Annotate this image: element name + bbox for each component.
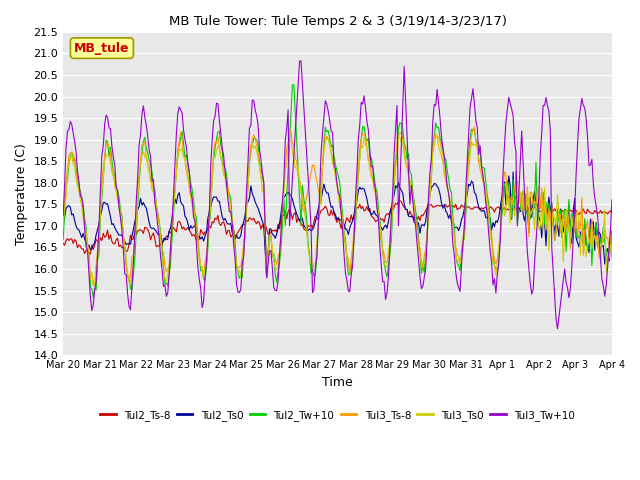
Line: Tul3_Ts-8: Tul3_Ts-8 [63, 127, 612, 285]
Tul3_Tw+10 [296, 58, 303, 64]
Tul2_Ts0 [78, 235, 86, 240]
Tul2_Ts0 [95, 221, 103, 227]
Line: Tul2_Tw+10: Tul2_Tw+10 [63, 85, 612, 298]
Tul3_Ts0 [343, 254, 351, 260]
Tul3_Ts-8 [91, 282, 99, 288]
Tul3_Ts-8 [78, 197, 86, 203]
Tul3_Ts0 [90, 283, 97, 289]
Line: Tul3_Ts0: Tul3_Ts0 [63, 135, 612, 286]
Tul2_Ts-8 [535, 208, 543, 214]
Tul2_Ts-8 [608, 210, 616, 216]
Tul2_Ts0 [509, 169, 517, 175]
Tul3_Tw+10 [78, 195, 86, 201]
Tul2_Tw+10 [453, 260, 461, 266]
Title: MB Tule Tower: Tule Temps 2 & 3 (3/19/14-3/23/17): MB Tule Tower: Tule Temps 2 & 3 (3/19/14… [168, 15, 506, 28]
Line: Tul2_Ts-8: Tul2_Ts-8 [63, 201, 612, 254]
Tul3_Tw+10 [608, 197, 616, 203]
Tul3_Ts0 [97, 209, 104, 215]
Tul2_Ts-8 [60, 240, 67, 246]
Text: MB_tule: MB_tule [74, 42, 130, 55]
Tul3_Tw+10 [60, 212, 67, 218]
Tul2_Ts0 [607, 243, 614, 249]
Tul3_Ts-8 [607, 228, 614, 233]
Tul3_Ts0 [453, 258, 461, 264]
Line: Tul2_Ts0: Tul2_Ts0 [63, 172, 612, 277]
Tul3_Tw+10 [607, 226, 614, 232]
Tul2_Ts-8 [453, 207, 461, 213]
Tul3_Ts0 [60, 223, 67, 228]
Tul2_Ts0 [535, 215, 543, 220]
Tul2_Tw+10 [535, 208, 543, 214]
Tul2_Ts0 [452, 225, 460, 230]
Tul2_Ts-8 [607, 208, 614, 214]
Tul2_Ts-8 [97, 235, 104, 240]
Tul2_Ts-8 [343, 215, 351, 221]
Tul2_Tw+10 [78, 195, 86, 201]
Tul3_Ts-8 [470, 124, 478, 130]
Tul2_Tw+10 [289, 82, 296, 88]
Tul2_Tw+10 [60, 237, 67, 242]
Tul3_Ts0 [535, 227, 543, 232]
Tul3_Tw+10 [95, 224, 103, 230]
Legend: Tul2_Ts-8, Tul2_Ts0, Tul2_Tw+10, Tul3_Ts-8, Tul3_Ts0, Tul3_Tw+10: Tul2_Ts-8, Tul2_Ts0, Tul2_Tw+10, Tul3_Ts… [96, 406, 579, 425]
Tul3_Ts0 [607, 241, 614, 247]
Tul3_Ts-8 [60, 220, 67, 226]
Tul3_Tw+10 [343, 277, 351, 283]
Line: Tul3_Tw+10: Tul3_Tw+10 [63, 61, 612, 329]
Tul2_Tw+10 [607, 243, 614, 249]
Tul3_Ts-8 [343, 252, 351, 258]
Tul2_Tw+10 [344, 272, 352, 278]
Tul3_Ts-8 [608, 252, 616, 258]
Tul3_Tw+10 [452, 269, 460, 275]
Tul3_Ts-8 [97, 210, 104, 216]
Tul2_Tw+10 [97, 212, 104, 217]
Tul3_Ts0 [432, 132, 440, 138]
Tul2_Ts0 [60, 221, 67, 227]
X-axis label: Time: Time [322, 376, 353, 389]
Tul3_Tw+10 [534, 217, 541, 223]
Tul2_Ts0 [608, 228, 616, 234]
Tul3_Ts-8 [452, 244, 460, 250]
Tul2_Tw+10 [90, 295, 97, 300]
Tul3_Ts-8 [535, 183, 543, 189]
Tul3_Ts0 [608, 257, 616, 263]
Tul2_Ts-8 [396, 198, 404, 204]
Tul3_Ts0 [78, 203, 86, 208]
Tul3_Tw+10 [554, 326, 561, 332]
Tul2_Ts-8 [86, 251, 94, 257]
Tul2_Ts-8 [78, 246, 86, 252]
Y-axis label: Temperature (C): Temperature (C) [15, 143, 28, 244]
Tul2_Ts0 [263, 275, 271, 280]
Tul2_Ts0 [343, 227, 351, 232]
Tul2_Tw+10 [608, 229, 616, 235]
